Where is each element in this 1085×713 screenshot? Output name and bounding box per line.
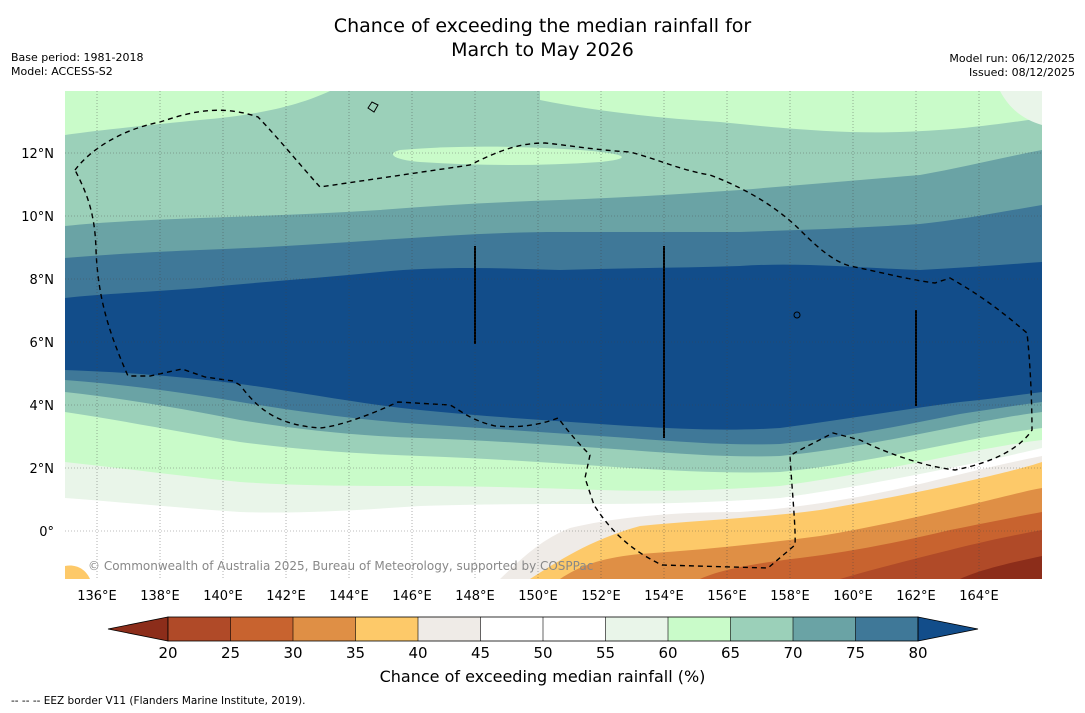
lat-label: 10°N [21,210,54,225]
colorbar-tick: 50 [533,644,552,662]
eez-legend: -- -- -- EEZ border V11 (Flanders Marine… [11,695,306,707]
band-60-65-top [65,91,330,135]
title-line-1: Chance of exceeding the median rainfall … [333,15,752,37]
lat-label: 2°N [30,462,55,477]
colorbar-swatch [230,617,293,641]
lon-label: 144°E [329,589,369,604]
colorbar-tick: 75 [846,644,865,662]
lon-label: 140°E [203,589,243,604]
lon-label: 156°E [707,589,747,604]
model-name: Model: ACCESS-S2 [11,65,113,78]
meta-left: Base period: 1981-2018 Model: ACCESS-S2 [11,51,143,79]
lat-label: 0° [39,525,54,540]
lon-labels: 136°E 138°E 140°E 142°E 144°E 146°E 148°… [77,589,999,604]
colorbar: 20 25 30 35 40 45 50 55 60 65 70 75 80 [107,616,979,662]
colorbar-swatch [418,617,481,641]
band-35-40-west [65,565,90,579]
lat-label: 8°N [30,273,55,288]
colorbar-swatch [355,617,418,641]
band-20-25 [840,530,1042,579]
colorbar-tick: 70 [783,644,802,662]
band-below-20 [960,556,1042,579]
colorbar-tick: 55 [596,644,615,662]
meta-right: Model run: 06/12/2025 Issued: 08/12/2025 [949,52,1075,80]
colorbar-swatch [855,617,918,641]
attribution: © Commonwealth of Australia 2025, Bureau… [88,559,593,573]
map-title: Chance of exceeding the median rainfall … [0,14,1085,62]
colorbar-tick: 60 [658,644,677,662]
title-line-2: March to May 2026 [451,39,634,61]
lon-label: 152°E [581,589,621,604]
colorbar-tick: 45 [471,644,490,662]
colorbar-dividers [230,617,856,641]
colorbar-title: Chance of exceeding median rainfall (%) [379,667,706,686]
colorbar-tick: 20 [158,644,177,662]
lon-label: 142°E [266,589,306,604]
colorbar-extend-low [107,616,169,642]
lon-label: 158°E [770,589,810,604]
lat-label: 4°N [30,399,55,414]
lon-label: 146°E [392,589,432,604]
colorbar-swatch [668,617,731,641]
colorbar-tick: 65 [721,644,740,662]
band-60-65-top-east [540,91,1042,133]
band-60-65-mid [392,146,622,165]
rainfall-field: © Commonwealth of Australia 2025, Bureau… [65,91,1042,579]
colorbar-tick: 25 [221,644,240,662]
colorbar-swatch [168,617,231,641]
lat-label: 6°N [30,336,55,351]
colorbar-swatch [543,617,606,641]
colorbar-tick: 30 [283,644,302,662]
lon-label: 150°E [518,589,558,604]
lon-label: 138°E [140,589,180,604]
base-period: Base period: 1981-2018 [11,51,144,64]
lon-label: 136°E [77,589,117,604]
colorbar-swatch [605,617,668,641]
band-55-60-corner [1000,91,1042,125]
eez-border [74,109,1033,569]
lon-label: 154°E [644,589,684,604]
colorbar-swatch [730,617,793,641]
issued-date: Issued: 08/12/2025 [968,66,1075,79]
colorbar-swatch [293,617,356,641]
lat-label: 12°N [21,147,54,162]
colorbar-extend-high [917,616,979,642]
lat-labels: 12°N 10°N 8°N 6°N 4°N 2°N 0° [21,147,54,540]
lon-label: 164°E [959,589,999,604]
graticule [65,91,1042,579]
colorbar-swatch [480,617,543,641]
island-outline [793,311,801,319]
island-outline [367,101,379,113]
colorbar-tick: 40 [408,644,427,662]
colorbar-tick: 80 [908,644,927,662]
lon-label: 162°E [896,589,936,604]
model-run: Model run: 06/12/2025 [949,52,1075,65]
colorbar-swatch [793,617,856,641]
colorbar-tick: 35 [346,644,365,662]
lon-label: 160°E [833,589,873,604]
lon-label: 148°E [455,589,495,604]
